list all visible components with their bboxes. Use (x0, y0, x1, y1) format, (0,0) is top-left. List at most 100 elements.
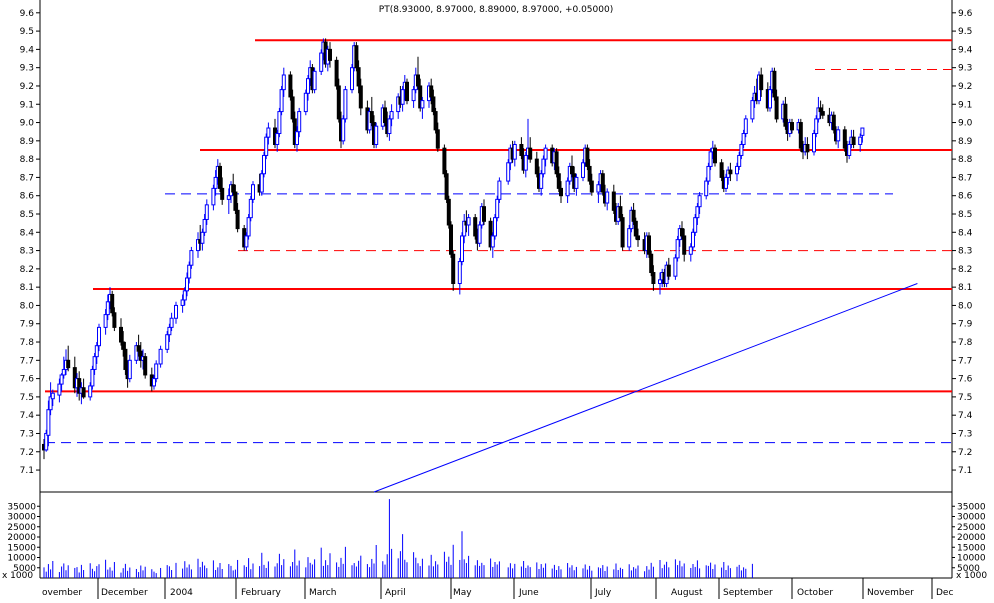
price-tick-label: 8.8 (20, 155, 35, 165)
candle-body (708, 151, 713, 167)
candle-body (620, 217, 625, 248)
price-tick-label: 7.4 (20, 411, 35, 421)
candle-body (88, 385, 93, 398)
candle-body (248, 198, 253, 219)
candle-body (647, 235, 651, 255)
price-tick-label: 8.7 (20, 173, 34, 183)
candle-body (636, 235, 640, 241)
candle-body (112, 312, 117, 328)
candle-body (290, 96, 295, 120)
candle-body (220, 187, 225, 200)
candle-body (818, 107, 823, 113)
candle-body (495, 198, 500, 219)
candle-body (596, 184, 601, 193)
candle-body (570, 165, 574, 175)
candle-body (611, 191, 616, 211)
chart-frame (39, 0, 953, 579)
date-axis-label: July (594, 588, 612, 598)
candle-body (713, 147, 717, 164)
candle-body (490, 235, 495, 248)
candle-body (138, 350, 143, 361)
price-tick-label: 7.2 (958, 448, 972, 458)
candle-body (200, 231, 205, 244)
candle-body (651, 272, 656, 284)
price-tick-label: 7.7 (958, 356, 972, 366)
candle-body (387, 118, 392, 135)
candle-body (259, 173, 264, 193)
price-axis-right: 7.1 7.2 7.3 7.4 7.5 7.6 7.7 7.8 7.9 8.0 8.1 8.2 8.3 8… (952, 9, 973, 476)
volume-multiplier-label: x 1000 (2, 571, 33, 581)
candle-body (288, 74, 293, 98)
price-tick-label: 9.6 (958, 9, 973, 19)
candle-body (127, 359, 132, 380)
date-axis-label: March (309, 588, 336, 598)
candle-body (416, 74, 420, 87)
horizontal-levels (45, 39, 952, 444)
candle-body (851, 136, 856, 145)
candle-body (169, 317, 174, 328)
date-axis-label: 2004 (170, 588, 193, 598)
candle-body (281, 74, 286, 91)
candle-body (706, 165, 711, 182)
price-tick-label: 8.2 (20, 265, 34, 275)
candle-body (235, 209, 240, 230)
candle-body (92, 356, 97, 370)
candle-body (105, 301, 110, 316)
candle-body (110, 293, 115, 314)
candle-body (303, 92, 308, 113)
candle-body (473, 217, 478, 237)
candle-body (356, 67, 361, 87)
candle-body (354, 45, 359, 69)
candle-body (534, 158, 539, 175)
candle-body (90, 368, 95, 387)
candle-body (488, 220, 493, 248)
candle-body (187, 264, 192, 279)
candle-body (523, 154, 528, 171)
candle-body (631, 209, 636, 222)
price-axis-left: 7.1 7.2 7.3 7.4 7.5 7.6 7.7 7.8 7.9 8.0 8.1 8.2 8.3 8… (20, 9, 40, 476)
candle-body (50, 392, 55, 400)
candle-body (737, 154, 742, 167)
candle-body (154, 363, 159, 380)
volume-multiplier-label: x 1000 (956, 571, 987, 581)
candle-body (556, 173, 561, 189)
candle-body (816, 107, 821, 120)
candle-body (633, 220, 638, 237)
candle-body (750, 100, 755, 120)
candle-body (264, 136, 269, 156)
candle-body (739, 143, 744, 156)
price-tick-label: 7.7 (20, 356, 34, 366)
price-tick-label: 8.4 (958, 228, 973, 238)
candle-body (554, 151, 559, 175)
price-tick-label: 7.8 (20, 338, 35, 348)
candle-body (512, 143, 517, 160)
candle-body (411, 89, 416, 102)
candle-body (204, 204, 209, 220)
candlestick-series (42, 38, 865, 460)
price-tick-label: 9.0 (20, 119, 35, 129)
volume-tick-label: 10000 (957, 554, 986, 564)
candle-body (226, 195, 231, 200)
price-tick-label: 7.6 (20, 375, 35, 385)
candle-body (152, 378, 156, 387)
candle-body (477, 224, 482, 244)
candle-body (136, 345, 141, 352)
candle-body (581, 162, 585, 178)
price-tick-label: 9.3 (958, 64, 972, 74)
candle-body (97, 326, 101, 347)
price-tick-label: 8.9 (958, 137, 973, 147)
price-tick-label: 8.1 (20, 283, 34, 293)
candle-body (790, 122, 794, 131)
candle-body (433, 111, 438, 131)
candle-body (543, 147, 548, 160)
candle-body (528, 147, 533, 160)
candle-body (605, 191, 610, 204)
candle-body (103, 314, 108, 328)
candle-body (539, 173, 544, 189)
candle-body (666, 264, 671, 277)
price-tick-label: 7.5 (20, 393, 34, 403)
candle-body (389, 111, 394, 120)
price-tick-label: 8.8 (958, 155, 973, 165)
